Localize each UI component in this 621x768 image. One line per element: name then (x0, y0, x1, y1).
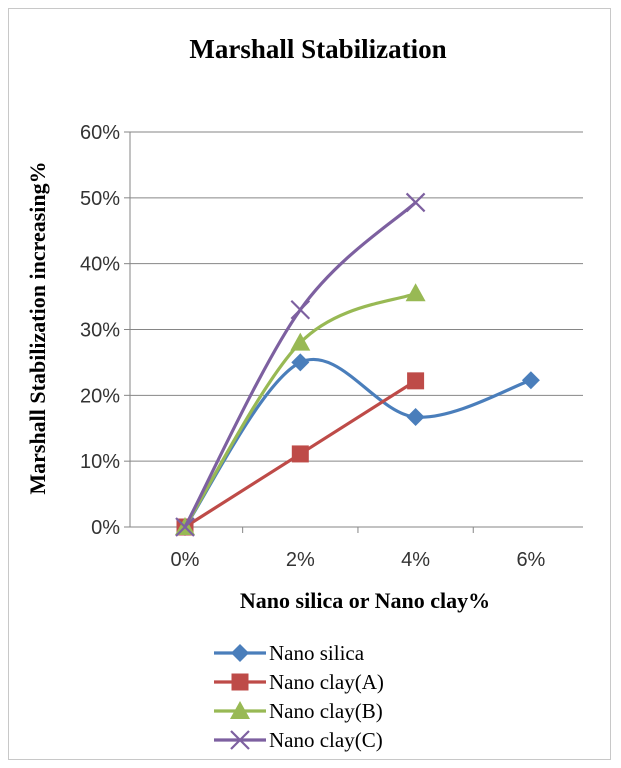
y-tick-label: 30% (80, 320, 120, 342)
legend-label: Nano clay(B) (269, 699, 383, 723)
series-line (183, 201, 417, 528)
legend: Nano silica Nano clay(A) Nano clay(B) Nano … (214, 641, 384, 752)
diamond-point (406, 408, 425, 427)
legend-cross-icon-stroke (230, 730, 250, 750)
chart-title: Marshall Stabilization (189, 34, 446, 64)
legend-item: Nano clay(C) (214, 728, 383, 752)
x-axis-label: Nano silica or Nano clay% (240, 588, 490, 613)
y-tick-label: 60% (80, 122, 120, 144)
legend-item: Nano silica (214, 641, 365, 665)
axes (124, 131, 583, 533)
series-3 (175, 192, 426, 537)
cross-point (175, 517, 195, 537)
legend-triangle-icon (230, 701, 250, 719)
legend-diamond-icon (231, 644, 249, 662)
x-tick-label: 0% (171, 549, 200, 571)
legend-square-icon (231, 673, 249, 691)
legend-label: Nano clay(A) (269, 670, 384, 694)
y-tick-label: 20% (80, 385, 120, 407)
square-point (291, 445, 309, 463)
y-tick-label: 0% (91, 517, 120, 539)
series-1 (176, 372, 425, 536)
legend-label: Nano clay(C) (269, 728, 383, 752)
triangle-point (405, 283, 426, 302)
series-line (183, 358, 532, 528)
cross-point (405, 192, 426, 213)
cross-point-stroke (290, 299, 311, 320)
diamond-point (291, 353, 310, 372)
y-tick-label: 10% (80, 451, 120, 473)
y-tick-labels: 0% 10% 20% 30% 40% 50% 60% (80, 122, 120, 539)
y-axis-label: Marshall Stabilization increasing% (25, 161, 50, 494)
legend-label: Nano silica (269, 641, 365, 665)
diamond-point (521, 371, 540, 390)
x-tick-labels: 0% 2% 4% 6% (171, 549, 546, 571)
triangle-point (290, 332, 311, 351)
legend-item: Nano clay(B) (214, 699, 383, 723)
series-2 (175, 283, 426, 535)
cross-point-stroke (175, 517, 195, 537)
legend-cross-icon (230, 730, 250, 750)
y-tick-label: 50% (80, 188, 120, 210)
square-point (407, 372, 425, 390)
legend-item: Nano clay(A) (214, 670, 384, 694)
cross-point (290, 299, 311, 320)
y-tick-label: 40% (80, 254, 120, 276)
x-tick-label: 4% (401, 549, 430, 571)
x-tick-label: 6% (516, 549, 545, 571)
x-tick-label: 2% (286, 549, 315, 571)
series-line (183, 291, 417, 528)
cross-point-stroke (405, 192, 426, 213)
gridlines (130, 131, 583, 462)
chart-frame (8, 8, 611, 760)
plot-area (175, 192, 540, 537)
